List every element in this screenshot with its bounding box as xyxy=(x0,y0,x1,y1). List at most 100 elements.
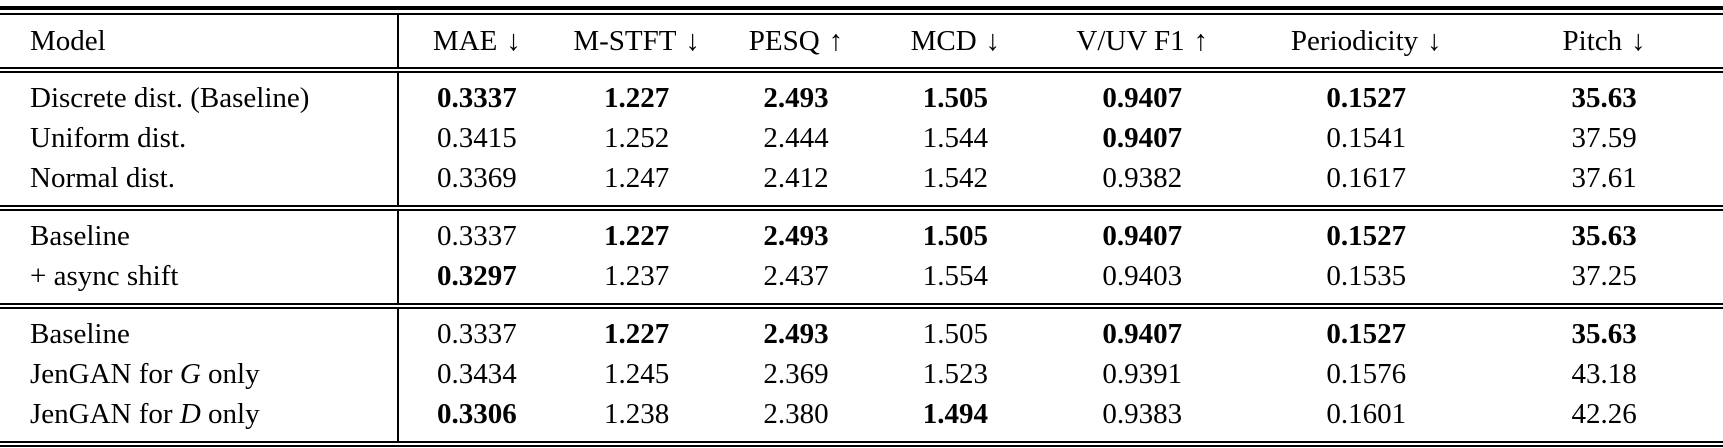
model-cell: JenGAN for G only xyxy=(0,354,400,394)
model-label: Baseline xyxy=(30,317,130,350)
value-cell: 0.9391 xyxy=(1102,357,1183,390)
table-row: Baseline 0.3337 1.227 2.493 1.505 0.9407 0.152… xyxy=(0,306,1723,354)
value-cell: 1.542 xyxy=(922,161,988,194)
value-cell: 37.59 xyxy=(1571,121,1637,154)
value-cell: 2.369 xyxy=(763,357,829,390)
value-cell: 0.3337 xyxy=(437,81,517,114)
value-cell: 37.61 xyxy=(1571,161,1637,194)
value-cell: 0.1535 xyxy=(1326,259,1407,292)
value-cell: 0.1527 xyxy=(1326,317,1407,350)
down-arrow-icon: ↓ xyxy=(506,24,521,57)
column-label: MCD xyxy=(910,24,977,57)
value-cell: 2.437 xyxy=(763,259,829,292)
model-label: Normal dist. xyxy=(30,161,175,194)
value-cell: 2.412 xyxy=(763,161,829,194)
value-cell: 1.238 xyxy=(604,397,670,430)
value-cell: 1.523 xyxy=(922,357,988,390)
column-label: V/UV F1 xyxy=(1076,24,1185,57)
value-cell: 42.26 xyxy=(1571,397,1637,430)
model-cell: JenGAN for D only xyxy=(0,394,400,444)
section-jengan-ablation: Baseline 0.3337 1.227 2.493 1.505 0.9407 0.152… xyxy=(0,306,1723,444)
table-row: + async shift 0.3297 1.237 2.437 1.554 0.9403… xyxy=(0,256,1723,306)
column-header-pesq: PESQ ↑ xyxy=(718,14,873,70)
value-cell: 35.63 xyxy=(1571,317,1637,350)
column-header-periodicity: Periodicity ↓ xyxy=(1247,14,1485,70)
model-cell: Normal dist. xyxy=(0,158,400,208)
down-arrow-icon: ↓ xyxy=(985,24,1001,57)
down-arrow-icon: ↓ xyxy=(685,24,700,57)
column-header-mcd: MCD ↓ xyxy=(874,14,1038,70)
value-cell: 2.444 xyxy=(763,121,829,154)
model-label-suffix: only xyxy=(200,357,260,390)
value-cell: 0.3306 xyxy=(437,397,517,430)
down-arrow-icon: ↓ xyxy=(1427,24,1442,57)
value-cell: 1.554 xyxy=(922,259,988,292)
model-label: JenGAN for xyxy=(30,357,180,390)
value-cell: 1.544 xyxy=(922,121,988,154)
value-cell: 0.9407 xyxy=(1102,81,1183,114)
value-cell: 0.3415 xyxy=(437,121,517,154)
results-table: Model MAE ↓ M-STFT ↓ PESQ ↑ MCD ↓ V/UV F1 ↑ xyxy=(0,13,1723,447)
table-row: JenGAN for G only 0.3434 1.245 2.369 1.523 0.… xyxy=(0,354,1723,394)
value-cell: 1.505 xyxy=(922,219,988,252)
value-cell: 0.1576 xyxy=(1326,357,1407,390)
column-header-pitch: Pitch ↓ xyxy=(1485,14,1723,70)
value-cell: 0.3434 xyxy=(437,357,517,390)
value-cell: 0.3369 xyxy=(437,161,517,194)
value-cell: 2.493 xyxy=(763,219,829,252)
model-cell: Baseline xyxy=(0,208,400,256)
table-row: JenGAN for D only 0.3306 1.238 2.380 1.494 0.… xyxy=(0,394,1723,444)
value-cell: 1.227 xyxy=(604,219,670,252)
value-cell: 0.9407 xyxy=(1102,219,1183,252)
value-cell: 0.1541 xyxy=(1326,121,1407,154)
column-label: PESQ xyxy=(748,24,820,57)
column-header-mae: MAE ↓ xyxy=(398,14,555,70)
value-cell: 1.227 xyxy=(604,317,670,350)
model-cell: Discrete dist. (Baseline) xyxy=(0,70,400,118)
model-label: Discrete dist. (Baseline) xyxy=(30,81,310,114)
down-arrow-icon: ↓ xyxy=(1631,24,1646,57)
model-cell: + async shift xyxy=(0,256,400,306)
model-label: Baseline xyxy=(30,219,130,252)
model-cell: Baseline xyxy=(0,306,400,354)
column-header-mstft: M-STFT ↓ xyxy=(555,14,719,70)
model-label: JenGAN for xyxy=(30,397,180,430)
value-cell: 2.493 xyxy=(763,317,829,350)
value-cell: 37.25 xyxy=(1571,259,1637,292)
value-cell: 1.227 xyxy=(604,81,670,114)
value-cell: 1.505 xyxy=(922,81,988,114)
table-row: Normal dist. 0.3369 1.247 2.412 1.542 0.9382 0… xyxy=(0,158,1723,208)
value-cell: 1.494 xyxy=(922,397,988,430)
value-cell: 0.3337 xyxy=(437,219,517,252)
column-header-vuv-f1: V/UV F1 ↑ xyxy=(1037,14,1247,70)
model-label: + async shift xyxy=(30,259,179,292)
value-cell: 1.505 xyxy=(922,317,988,350)
math-variable: G xyxy=(179,357,201,390)
value-cell: 2.380 xyxy=(763,397,829,430)
model-cell: Uniform dist. xyxy=(0,118,400,158)
value-cell: 43.18 xyxy=(1571,357,1637,390)
value-cell: 35.63 xyxy=(1571,219,1637,252)
table-row: Uniform dist. 0.3415 1.252 2.444 1.544 0.9407… xyxy=(0,118,1723,158)
up-arrow-icon: ↑ xyxy=(1193,24,1209,57)
model-label-suffix: only xyxy=(200,397,260,430)
value-cell: 1.252 xyxy=(604,121,670,154)
value-cell: 0.9383 xyxy=(1102,397,1183,430)
section-distribution-ablation: Discrete dist. (Baseline) 0.3337 1.227 2.49… xyxy=(0,70,1723,208)
value-cell: 0.1601 xyxy=(1326,397,1407,430)
value-cell: 0.1527 xyxy=(1326,81,1407,114)
value-cell: 0.9382 xyxy=(1102,161,1183,194)
column-label: Model xyxy=(30,24,106,57)
value-cell: 1.245 xyxy=(604,357,670,390)
model-label: Uniform dist. xyxy=(30,121,187,154)
value-cell: 0.3297 xyxy=(437,259,517,292)
value-cell: 1.237 xyxy=(604,259,670,292)
column-label: Pitch xyxy=(1562,24,1623,57)
table-row: Baseline 0.3337 1.227 2.493 1.505 0.9407 0.152… xyxy=(0,208,1723,256)
value-cell: 0.9407 xyxy=(1102,317,1183,350)
math-variable: D xyxy=(179,397,201,430)
column-label: M-STFT xyxy=(573,24,677,57)
value-cell: 0.3337 xyxy=(437,317,517,350)
section-async-shift-ablation: Baseline 0.3337 1.227 2.493 1.505 0.9407 0.152… xyxy=(0,208,1723,306)
column-header-model: Model xyxy=(0,14,400,70)
